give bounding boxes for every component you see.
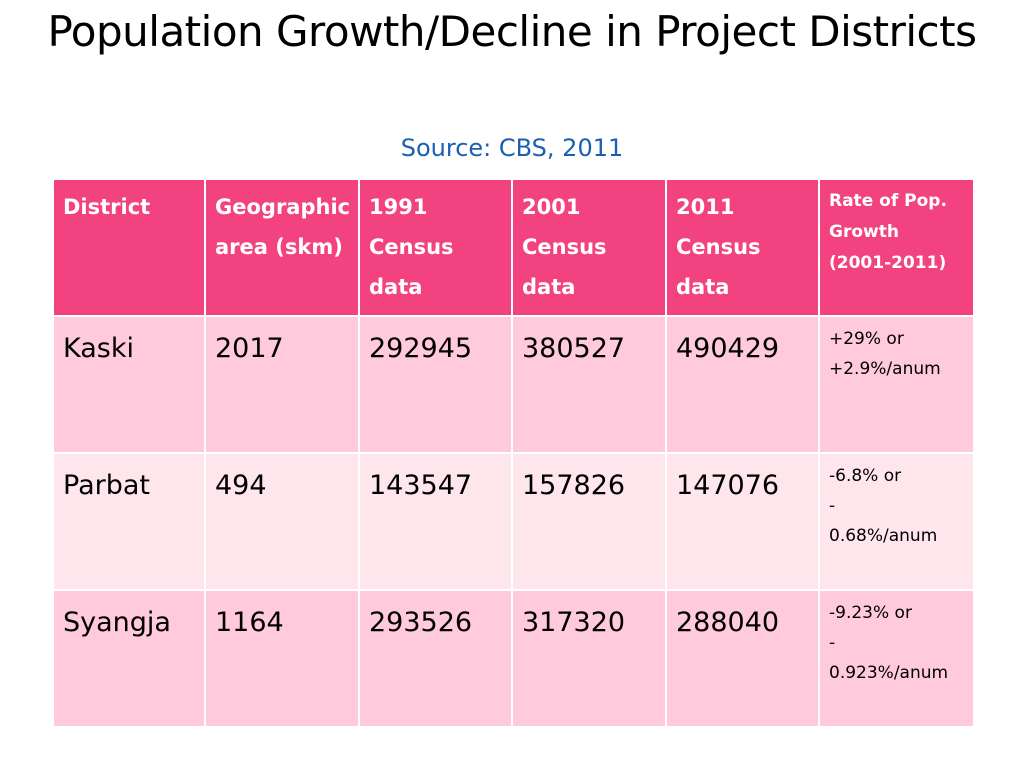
cell-rate: +29% or +2.9%/anum bbox=[818, 315, 975, 454]
header-2011-census: 2011 Census data bbox=[665, 178, 820, 317]
source-caption: Source: CBS, 2011 bbox=[400, 134, 624, 162]
header-geographic-area: Geographic area (skm) bbox=[204, 178, 360, 317]
cell-rate: -6.8% or - 0.68%/anum bbox=[818, 452, 975, 591]
cell-2011: 490429 bbox=[665, 315, 820, 454]
cell-rate: -9.23% or - 0.923%/anum bbox=[818, 589, 975, 728]
cell-area: 1164 bbox=[204, 589, 360, 728]
table-row: Kaski 2017 292945 380527 490429 +29% or … bbox=[52, 315, 975, 454]
cell-district: Parbat bbox=[52, 452, 206, 591]
cell-2001: 317320 bbox=[511, 589, 667, 728]
table-row: Syangja 1164 293526 317320 288040 -9.23%… bbox=[52, 589, 975, 728]
header-growth-rate: Rate of Pop. Growth (2001-2011) bbox=[818, 178, 975, 317]
header-1991-census: 1991 Census data bbox=[358, 178, 513, 317]
cell-2011: 288040 bbox=[665, 589, 820, 728]
population-table: District Geographic area (skm) 1991 Cens… bbox=[52, 178, 975, 728]
cell-district: Syangja bbox=[52, 589, 206, 728]
cell-area: 2017 bbox=[204, 315, 360, 454]
cell-1991: 143547 bbox=[358, 452, 513, 591]
cell-2001: 380527 bbox=[511, 315, 667, 454]
slide-title: Population Growth/Decline in Project Dis… bbox=[47, 7, 977, 56]
header-2001-census: 2001 Census data bbox=[511, 178, 667, 317]
cell-2011: 147076 bbox=[665, 452, 820, 591]
cell-area: 494 bbox=[204, 452, 360, 591]
header-district: District bbox=[52, 178, 206, 317]
cell-district: Kaski bbox=[52, 315, 206, 454]
header-row: District Geographic area (skm) 1991 Cens… bbox=[52, 178, 975, 317]
table-row: Parbat 494 143547 157826 147076 -6.8% or… bbox=[52, 452, 975, 591]
cell-1991: 293526 bbox=[358, 589, 513, 728]
cell-2001: 157826 bbox=[511, 452, 667, 591]
cell-1991: 292945 bbox=[358, 315, 513, 454]
